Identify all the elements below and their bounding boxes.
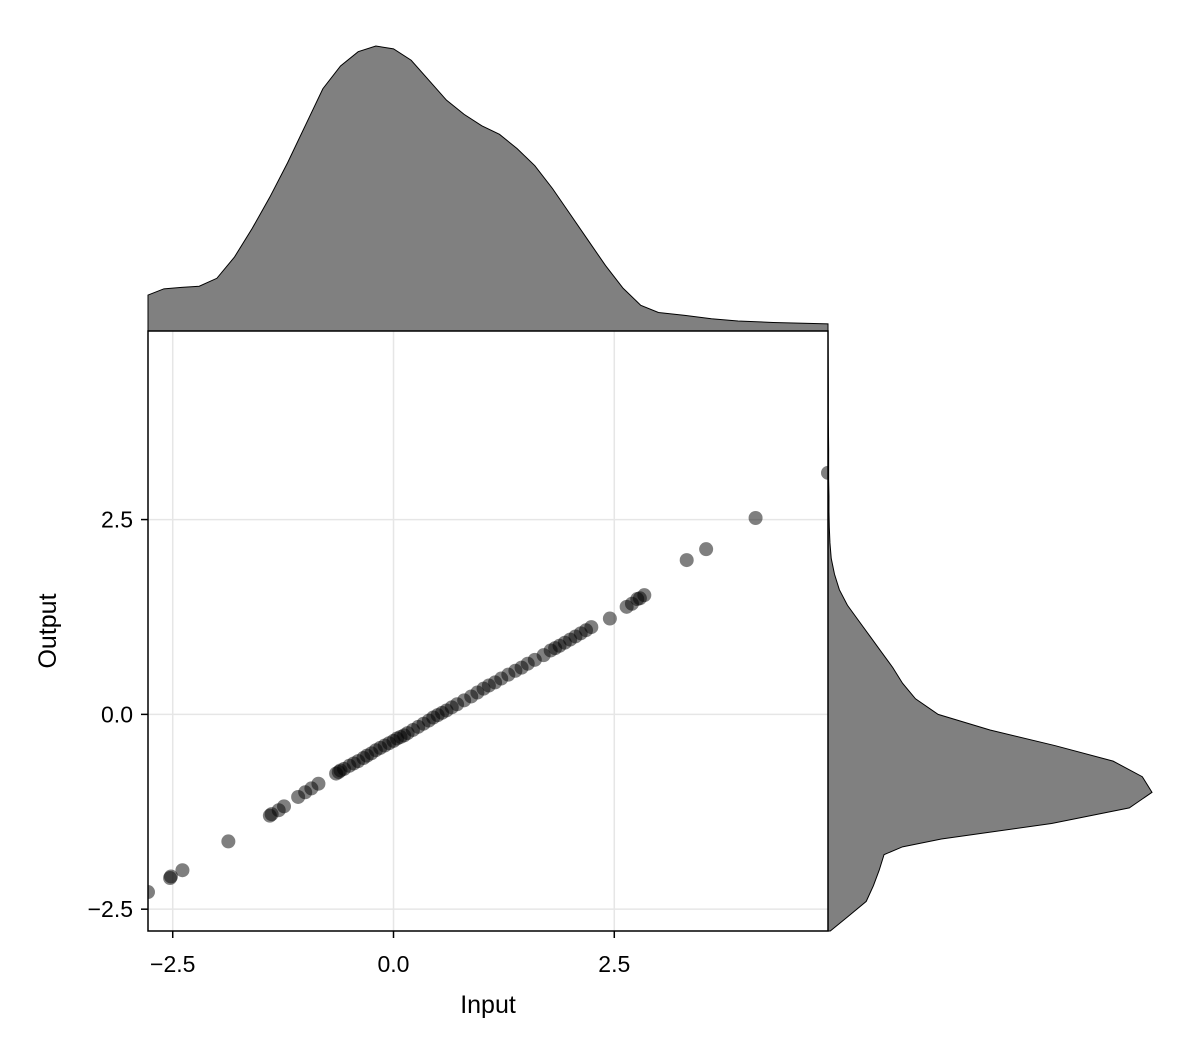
right-density-curve: [827, 330, 1153, 932]
scatter-point: [602, 611, 617, 626]
scatter-point: [163, 869, 178, 884]
scatter-point: [175, 863, 190, 878]
scatter-point: [821, 465, 828, 480]
scatter-points: [148, 465, 828, 900]
y-axis-label: Output: [34, 593, 62, 668]
marginal-top-density: [147, 45, 829, 332]
y-axis-ticks: −2.5 0.0 2.5: [88, 507, 148, 922]
scatter-point: [311, 776, 326, 791]
scatter-point: [584, 620, 599, 635]
y-tick-label: 2.5: [101, 507, 133, 533]
scatter-plot-area: [147, 330, 829, 932]
x-axis-label: Input: [460, 991, 516, 1019]
scatter-point: [699, 542, 714, 557]
y-tick-label: −2.5: [88, 896, 133, 922]
scatter-point: [637, 588, 652, 603]
plot-frame: [147, 330, 829, 932]
y-tick-label: 0.0: [101, 701, 133, 727]
scatter-point: [679, 553, 694, 568]
grid-lines: [148, 331, 828, 931]
scatter-point: [221, 834, 236, 849]
scatter-point: [148, 885, 155, 900]
marginal-right-density: [827, 330, 1153, 932]
x-axis-ticks: −2.5 0.0 2.5: [150, 931, 630, 977]
x-tick-label: 0.0: [378, 951, 410, 977]
scatter-point: [277, 799, 291, 814]
x-tick-label: −2.5: [150, 951, 195, 977]
scatter-point: [748, 511, 763, 526]
x-tick-label: 2.5: [598, 951, 630, 977]
top-density-curve: [147, 45, 829, 332]
